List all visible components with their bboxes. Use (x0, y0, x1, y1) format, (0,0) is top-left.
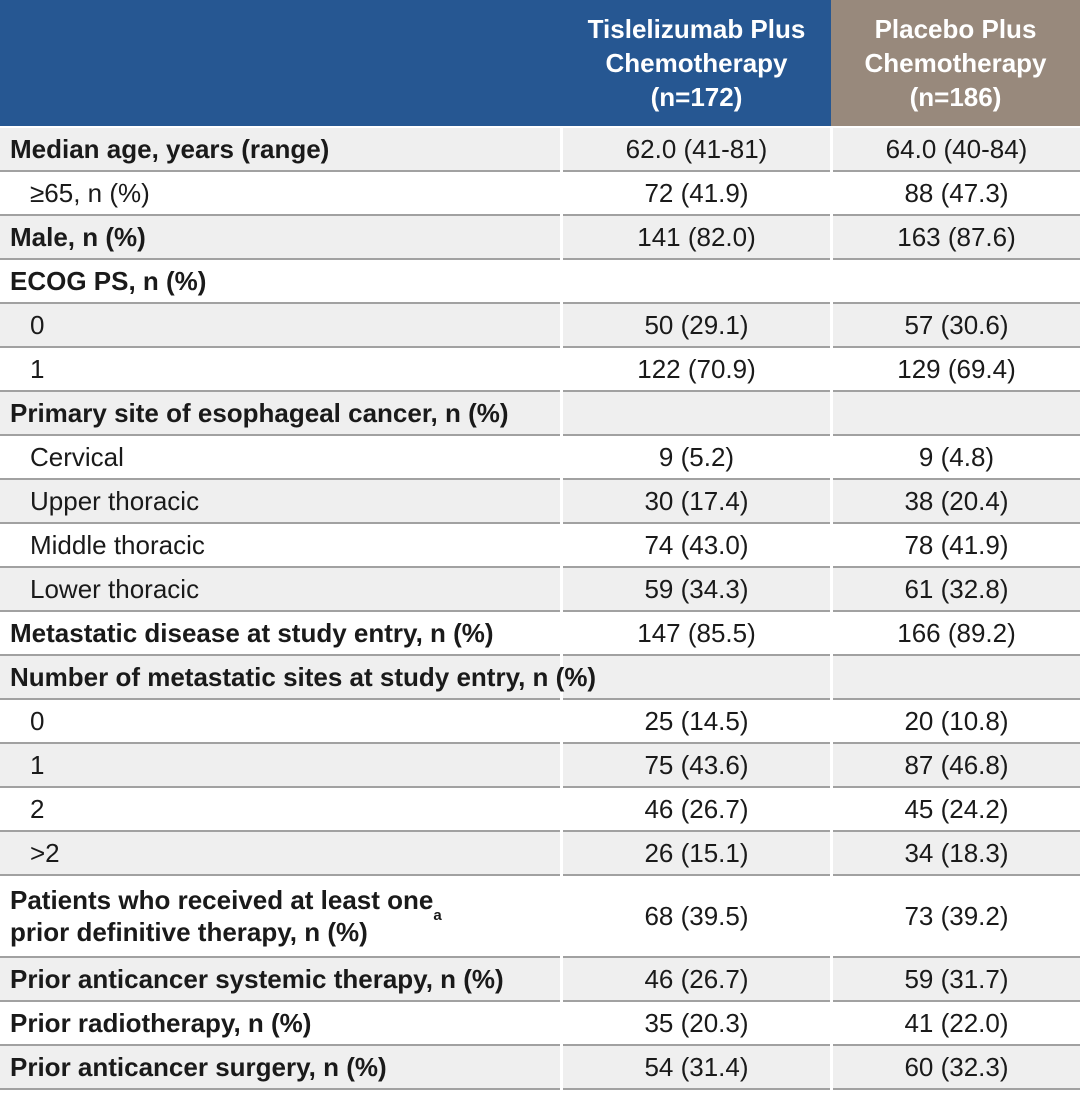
table-row-prior-radiotherapy: Prior radiotherapy, n (%) 35 (20.3) 41 (… (0, 1002, 1080, 1046)
row-label: Male, n (%) (0, 216, 560, 260)
row-label: Prior anticancer surgery, n (%) (0, 1046, 560, 1090)
row-value-tislelizumab (563, 656, 830, 700)
header-spacer-cell (0, 0, 562, 126)
table-row-number-metastatic-sites: Number of metastatic sites at study entr… (0, 656, 1080, 700)
row-value-placebo: 73 (39.2) (833, 876, 1080, 958)
row-value-tislelizumab: 141 (82.0) (563, 216, 830, 260)
row-value-tislelizumab: 9 (5.2) (563, 436, 830, 480)
row-value-placebo: 163 (87.6) (833, 216, 1080, 260)
table-row-sites-1: 1 75 (43.6) 87 (46.8) (0, 744, 1080, 788)
row-value-placebo: 87 (46.8) (833, 744, 1080, 788)
row-value-tislelizumab: 74 (43.0) (563, 524, 830, 568)
table-row-lower-thoracic: Lower thoracic 59 (34.3) 61 (32.8) (0, 568, 1080, 612)
table-row-median-age: Median age, years (range) 62.0 (41-81) 6… (0, 128, 1080, 172)
row-value-tislelizumab: 26 (15.1) (563, 832, 830, 876)
row-label: 0 (0, 304, 560, 348)
table-row-primary-site: Primary site of esophageal cancer, n (%) (0, 392, 1080, 436)
row-value-placebo: 78 (41.9) (833, 524, 1080, 568)
row-label: ≥65, n (%) (0, 172, 560, 216)
row-value-placebo: 129 (69.4) (833, 348, 1080, 392)
row-value-placebo: 34 (18.3) (833, 832, 1080, 876)
table-row-sites-gt2: >2 26 (15.1) 34 (18.3) (0, 832, 1080, 876)
row-label: Median age, years (range) (0, 128, 560, 172)
row-label: Upper thoracic (0, 480, 560, 524)
table-body: Median age, years (range) 62.0 (41-81) 6… (0, 128, 1080, 1090)
table-row-prior-definitive-therapy: Patients who received at least one prior… (0, 876, 1080, 958)
row-label: ECOG PS, n (%) (0, 260, 560, 304)
row-value-tislelizumab (563, 392, 830, 436)
table-row-male: Male, n (%) 141 (82.0) 163 (87.6) (0, 216, 1080, 260)
row-value-tislelizumab: 59 (34.3) (563, 568, 830, 612)
row-value-placebo: 38 (20.4) (833, 480, 1080, 524)
table-row-prior-systemic-therapy: Prior anticancer systemic therapy, n (%)… (0, 958, 1080, 1002)
row-value-placebo: 20 (10.8) (833, 700, 1080, 744)
row-value-placebo: 9 (4.8) (833, 436, 1080, 480)
table-row-ecog-1: 1 122 (70.9) 129 (69.4) (0, 348, 1080, 392)
row-value-tislelizumab (563, 260, 830, 304)
row-label: 2 (0, 788, 560, 832)
table-row-sites-0: 0 25 (14.5) 20 (10.8) (0, 700, 1080, 744)
row-value-tislelizumab: 46 (26.7) (563, 958, 830, 1002)
row-label: 0 (0, 700, 560, 744)
header-tislelizumab-column: Tislelizumab Plus Chemotherapy (n=172) (587, 14, 806, 112)
row-value-tislelizumab: 50 (29.1) (563, 304, 830, 348)
row-value-tislelizumab: 62.0 (41-81) (563, 128, 830, 172)
table-row-ecog-0: 0 50 (29.1) 57 (30.6) (0, 304, 1080, 348)
table-row-middle-thoracic: Middle thoracic 74 (43.0) 78 (41.9) (0, 524, 1080, 568)
row-value-placebo: 59 (31.7) (833, 958, 1080, 1002)
row-value-tislelizumab: 147 (85.5) (563, 612, 830, 656)
row-label: Middle thoracic (0, 524, 560, 568)
row-value-tislelizumab: 35 (20.3) (563, 1002, 830, 1046)
row-value-placebo: 61 (32.8) (833, 568, 1080, 612)
table-row-cervical: Cervical 9 (5.2) 9 (4.8) (0, 436, 1080, 480)
row-value-placebo: 88 (47.3) (833, 172, 1080, 216)
table-row-metastatic-disease: Metastatic disease at study entry, n (%)… (0, 612, 1080, 656)
row-label: Cervical (0, 436, 560, 480)
row-value-tislelizumab: 25 (14.5) (563, 700, 830, 744)
row-label: 1 (0, 348, 560, 392)
row-value-placebo: 166 (89.2) (833, 612, 1080, 656)
row-value-placebo: 41 (22.0) (833, 1002, 1080, 1046)
row-value-placebo (833, 260, 1080, 304)
row-value-tislelizumab: 46 (26.7) (563, 788, 830, 832)
table-row-ecog-ps: ECOG PS, n (%) (0, 260, 1080, 304)
header-placebo-column: Placebo Plus Chemotherapy (n=186) (831, 0, 1080, 126)
row-label: Metastatic disease at study entry, n (%) (0, 612, 560, 656)
table-row-sites-2: 2 46 (26.7) 45 (24.2) (0, 788, 1080, 832)
row-value-tislelizumab: 75 (43.6) (563, 744, 830, 788)
table-row-upper-thoracic: Upper thoracic 30 (17.4) 38 (20.4) (0, 480, 1080, 524)
row-value-placebo: 60 (32.3) (833, 1046, 1080, 1090)
row-label: Lower thoracic (0, 568, 560, 612)
row-label: Primary site of esophageal cancer, n (%) (0, 392, 560, 436)
row-label: Number of metastatic sites at study entr… (0, 656, 596, 700)
row-value-placebo (833, 656, 1080, 700)
row-value-placebo: 64.0 (40-84) (833, 128, 1080, 172)
row-value-tislelizumab: 72 (41.9) (563, 172, 830, 216)
row-value-placebo (833, 392, 1080, 436)
table-header-row: Tislelizumab Plus Chemotherapy (n=172) P… (0, 0, 1080, 126)
table-row-prior-surgery: Prior anticancer surgery, n (%) 54 (31.4… (0, 1046, 1080, 1090)
row-label: Patients who received at least one prior… (0, 876, 560, 958)
row-value-placebo: 45 (24.2) (833, 788, 1080, 832)
row-value-tislelizumab: 122 (70.9) (563, 348, 830, 392)
row-value-placebo: 57 (30.6) (833, 304, 1080, 348)
row-value-tislelizumab: 30 (17.4) (563, 480, 830, 524)
table-row-age-ge65: ≥65, n (%) 72 (41.9) 88 (47.3) (0, 172, 1080, 216)
row-label: Prior anticancer systemic therapy, n (%) (0, 958, 560, 1002)
row-label: 1 (0, 744, 560, 788)
row-value-tislelizumab: 54 (31.4) (563, 1046, 830, 1090)
row-label: Prior radiotherapy, n (%) (0, 1002, 560, 1046)
row-label: >2 (0, 832, 560, 876)
row-value-tislelizumab: 68 (39.5) (563, 876, 830, 958)
